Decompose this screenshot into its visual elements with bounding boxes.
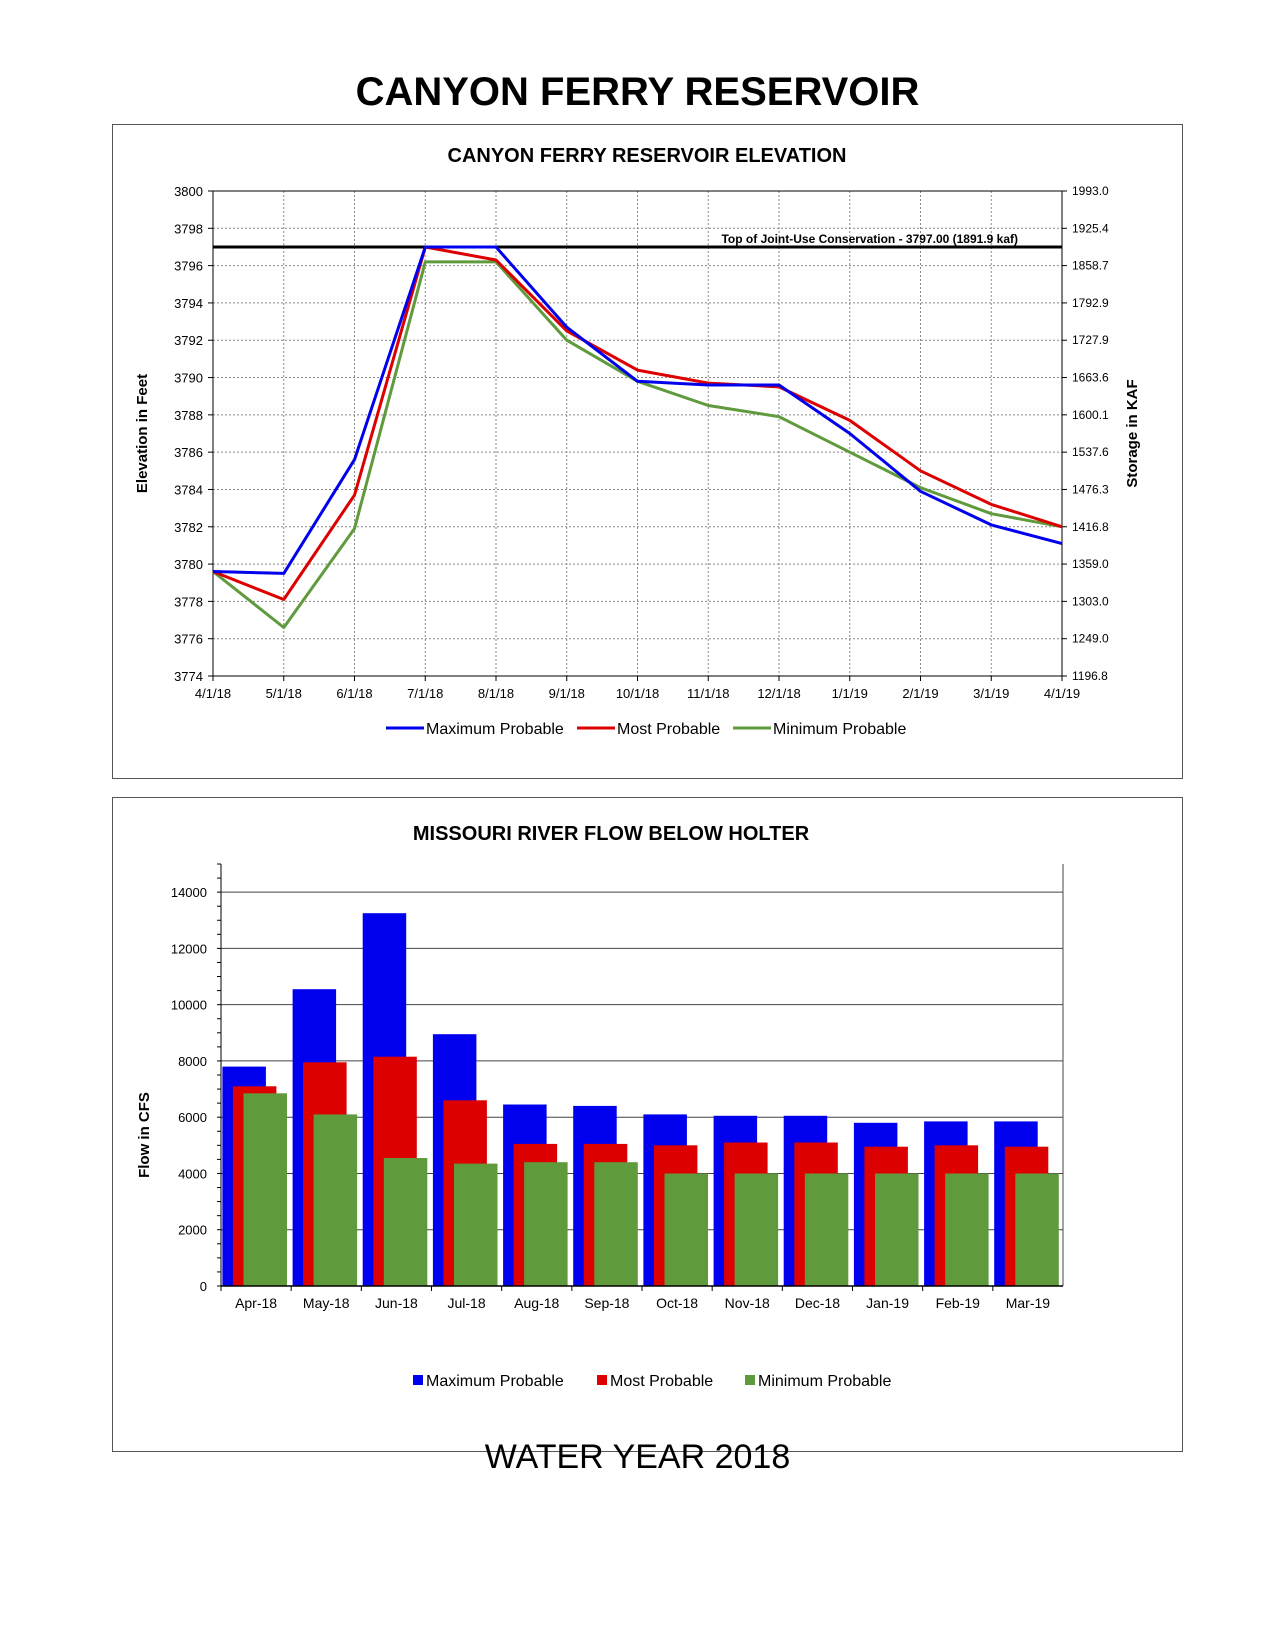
y2-tick-label: 1663.6: [1072, 371, 1109, 385]
y-tick-label: 4000: [178, 1166, 207, 1181]
y-axis-label: Elevation in Feet: [134, 374, 151, 493]
flow-chart: MISSOURI RIVER FLOW BELOW HOLTER 0 2000 400…: [136, 823, 1064, 1390]
y-tick-label: 2000: [178, 1223, 207, 1238]
y2-tick-label: 1303.0: [1072, 594, 1109, 608]
y-tick-label: 3786: [174, 445, 203, 460]
y2-axis-label: Storage in KAF: [1124, 379, 1141, 487]
chart-title: MISSOURI RIVER FLOW BELOW HOLTER: [413, 823, 810, 845]
x-tick-label: Oct-18: [656, 1295, 698, 1311]
bar-minimum-probable: [594, 1162, 638, 1286]
x-tick-label: 8/1/18: [478, 686, 514, 701]
y-tick-label: 3796: [174, 259, 203, 274]
x-tick-label: 5/1/18: [266, 686, 302, 701]
legend-label: Most Probable: [610, 1373, 713, 1390]
y2-tick-label: 1196.8: [1072, 669, 1108, 683]
y-tick-label: 3792: [174, 333, 203, 348]
x-tick-label: 12/1/18: [757, 686, 800, 701]
x-tick-label: 1/1/19: [832, 686, 868, 701]
chart-title: CANYON FERRY RESERVOIR ELEVATION: [448, 145, 847, 167]
x-tick-label: Apr-18: [235, 1295, 277, 1311]
x-tick-label: Jun-18: [375, 1295, 418, 1311]
flow-chart-panel: MISSOURI RIVER FLOW BELOW HOLTER 0 2000 400…: [112, 797, 1183, 1452]
y2-tick-label: 1993.0: [1072, 184, 1109, 198]
reference-line-label: Top of Joint-Use Conservation - 3797.00 …: [721, 232, 1018, 246]
series-line-most-probable: [212, 245, 1063, 601]
y-tick-label: 3800: [174, 184, 203, 199]
y-tick-label: 8000: [178, 1054, 207, 1069]
y-tick-label: 3782: [174, 520, 203, 535]
y-axis-label: Flow in CFS: [136, 1092, 153, 1178]
y-tick-label: 10000: [171, 998, 207, 1013]
y-tick-label: 3778: [174, 594, 203, 609]
y-tick-label: 3774: [174, 669, 203, 684]
x-tick-label: 10/1/18: [616, 686, 659, 701]
legend-swatch: [413, 1375, 423, 1385]
x-tick-label: 2/1/19: [902, 686, 938, 701]
y2-tick-label: 1537.6: [1072, 445, 1109, 459]
water-year-footer: WATER YEAR 2018: [484, 1438, 791, 1476]
y2-tick-label: 1476.3: [1072, 482, 1109, 496]
x-tick-label: Nov-18: [725, 1295, 770, 1311]
bar-minimum-probable: [243, 1093, 287, 1286]
plot-frame: [212, 190, 1063, 677]
y2-tick-label: 1792.9: [1072, 296, 1109, 310]
x-tick-label: 3/1/19: [973, 686, 1009, 701]
elevation-chart-panel: CANYON FERRY RESERVOIR ELEVATION 3774 1196…: [112, 124, 1183, 779]
x-tick-label: 4/1/19: [1044, 686, 1080, 701]
x-tick-label: Mar-19: [1006, 1295, 1051, 1311]
x-tick-label: Jan-19: [866, 1295, 909, 1311]
x-tick-label: 4/1/18: [195, 686, 231, 701]
bar-minimum-probable: [313, 1114, 358, 1286]
x-tick-label: Feb-19: [936, 1295, 981, 1311]
bar-minimum-probable: [734, 1173, 779, 1286]
bar-minimum-probable: [1015, 1173, 1059, 1286]
legend-label: Minimum Probable: [773, 721, 906, 738]
y2-tick-label: 1925.4: [1072, 221, 1109, 235]
series-line-maximum-probable: [212, 245, 1063, 575]
legend-swatch: [745, 1375, 755, 1385]
x-tick-label: 6/1/18: [336, 686, 372, 701]
y-tick-label: 3794: [174, 296, 203, 311]
y2-tick-label: 1858.7: [1072, 259, 1109, 273]
y-tick-label: 3784: [174, 482, 203, 497]
y-tick-label: 3798: [174, 221, 203, 236]
y-tick-label: 3790: [174, 371, 203, 386]
legend-label: Minimum Probable: [758, 1373, 891, 1390]
y-tick-label: 3788: [174, 408, 203, 423]
legend-swatch: [597, 1375, 607, 1385]
legend-label: Most Probable: [617, 721, 720, 738]
x-tick-label: Jul-18: [448, 1295, 486, 1311]
y-tick-label: 3780: [174, 557, 203, 572]
y-tick-label: 0: [200, 1279, 207, 1294]
y2-tick-label: 1727.9: [1072, 333, 1109, 347]
y-tick-label: 3776: [174, 632, 203, 647]
x-tick-label: 11/1/18: [687, 686, 729, 701]
y-tick-label: 14000: [171, 885, 207, 900]
y2-tick-label: 1600.1: [1072, 408, 1109, 422]
x-tick-label: 9/1/18: [549, 686, 585, 701]
y-tick-label: 6000: [178, 1110, 207, 1125]
page-title: CANYON FERRY RESERVOIR: [355, 70, 920, 114]
x-tick-label: May-18: [303, 1295, 350, 1311]
bar-minimum-probable: [945, 1173, 989, 1286]
x-tick-label: Aug-18: [514, 1295, 559, 1311]
y2-tick-label: 1249.0: [1072, 632, 1109, 646]
bar-minimum-probable: [383, 1158, 428, 1286]
y2-tick-label: 1416.8: [1072, 520, 1109, 534]
y-tick-label: 12000: [171, 941, 207, 956]
bar-minimum-probable: [804, 1173, 849, 1286]
x-tick-label: Sep-18: [584, 1295, 629, 1311]
bar-minimum-probable: [875, 1173, 919, 1286]
x-tick-label: Dec-18: [795, 1295, 840, 1311]
bar-minimum-probable: [664, 1173, 708, 1286]
x-tick-label: 7/1/18: [407, 686, 443, 701]
bar-minimum-probable: [454, 1163, 498, 1286]
legend-label: Maximum Probable: [426, 721, 564, 738]
y2-tick-label: 1359.0: [1072, 557, 1109, 571]
bar-minimum-probable: [524, 1162, 568, 1286]
legend-label: Maximum Probable: [426, 1373, 564, 1390]
elevation-chart: CANYON FERRY RESERVOIR ELEVATION 3774 1196…: [134, 145, 1141, 738]
